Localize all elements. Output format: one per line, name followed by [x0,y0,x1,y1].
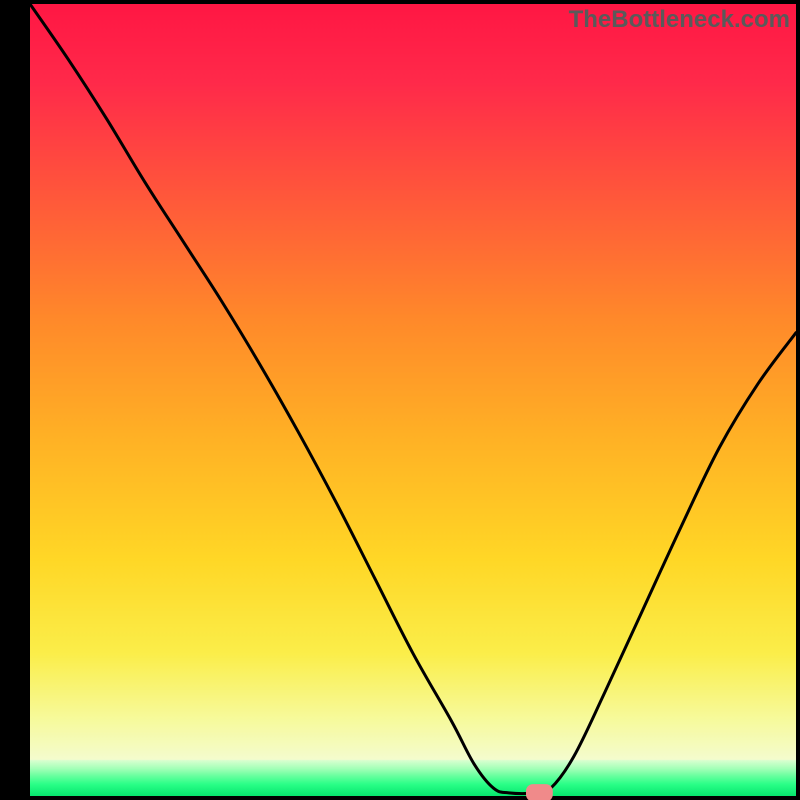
plot-area [30,4,796,796]
optimum-marker [526,784,553,800]
watermark-text: TheBottleneck.com [569,6,790,34]
chart-svg [30,4,796,796]
bottleneck-curve [30,4,796,793]
